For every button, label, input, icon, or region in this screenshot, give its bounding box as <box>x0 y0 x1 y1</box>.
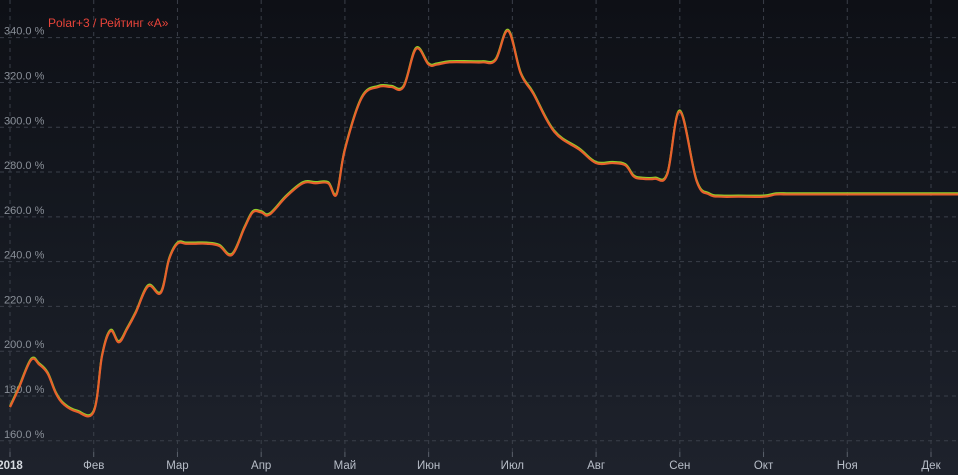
x-tick-label: Июн <box>417 460 440 472</box>
x-tick-label: Апр <box>251 460 271 472</box>
x-axis-ticks: 2018 Фев Мар Апр Май Июн Июл Авг Сен Окт Ноя Дек <box>0 460 942 472</box>
y-tick-label: 340.0 % <box>4 26 45 38</box>
x-tick-label: Июл <box>501 460 524 472</box>
y-tick-label: 220.0 % <box>4 294 45 306</box>
x-tick-label: Фев <box>83 460 104 472</box>
series-layer <box>9 28 958 418</box>
y-tick-label: 180.0 % <box>4 384 45 396</box>
x-tick-label: Мар <box>166 460 189 472</box>
x-tick-label: Авг <box>587 460 605 472</box>
x-tick-label: Дек <box>921 460 941 472</box>
y-tick-label: 300.0 % <box>4 115 45 127</box>
x-tick-label: Ноя <box>837 460 858 472</box>
x-tick-label: Сен <box>669 460 690 472</box>
y-axis-ticks: 160.0 % 180.0 % 200.0 % 220.0 % 240.0 % 260.0… <box>4 26 45 441</box>
x-tick-label: Май <box>334 460 357 472</box>
series-line <box>9 29 958 418</box>
y-tick-label: 240.0 % <box>4 250 45 262</box>
y-tick-label: 320.0 % <box>4 70 45 82</box>
y-tick-label: 260.0 % <box>4 205 45 217</box>
legend-entry-series-name: Polar+3 / Рейтинг «А» <box>48 16 169 30</box>
y-tick-label: 280.0 % <box>4 160 45 172</box>
x-tick-label: 2018 <box>0 460 23 472</box>
series-line-shadow <box>9 28 958 417</box>
grid <box>0 0 958 457</box>
y-tick-label: 200.0 % <box>4 339 45 351</box>
y-tick-label: 160.0 % <box>4 429 45 441</box>
x-tick-label: Окт <box>754 460 774 472</box>
